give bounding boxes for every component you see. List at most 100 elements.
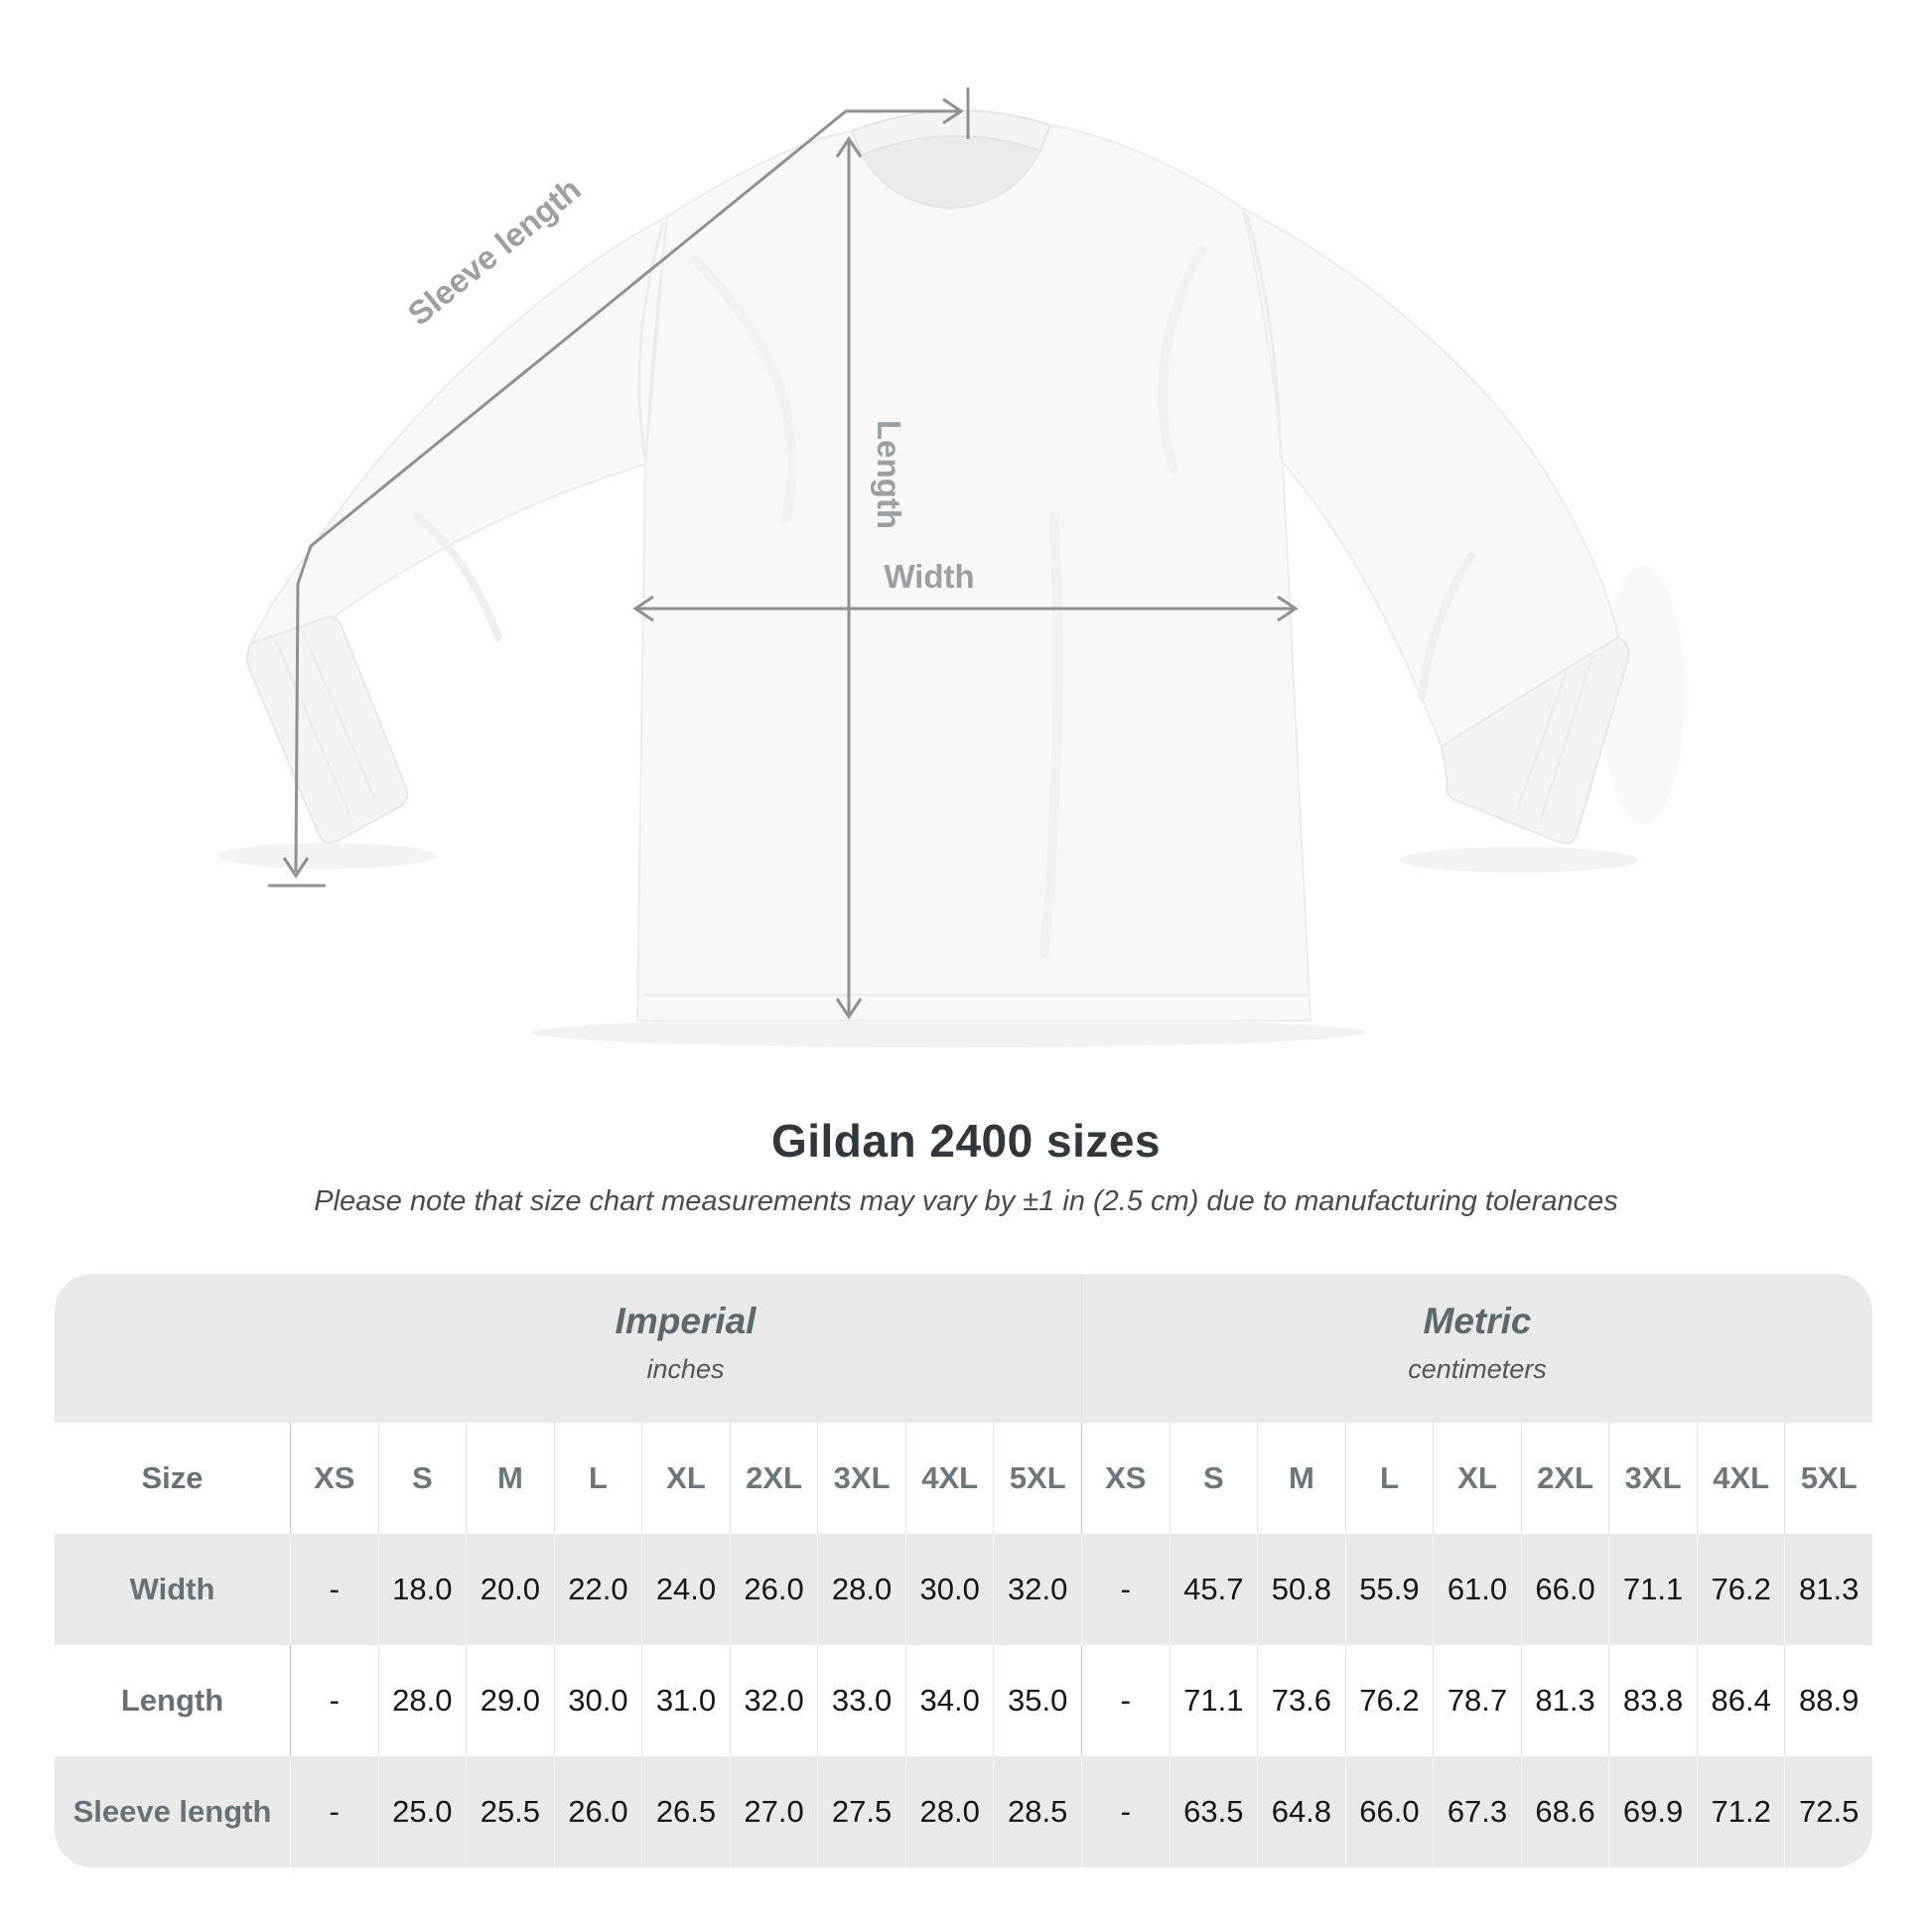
measure-value-cell: 45.7 [1169, 1534, 1258, 1645]
measure-value-cell: - [290, 1756, 378, 1867]
measure-value-cell: 67.3 [1433, 1756, 1521, 1867]
unit-group-name: Imperial [615, 1300, 757, 1341]
sleeve-length-arrowhead-right [942, 97, 964, 125]
unit-group-header: Imperial inches [290, 1274, 1081, 1417]
measure-row-label: Width [129, 1572, 215, 1606]
measure-value-cell: 18.0 [377, 1534, 467, 1645]
measure-value-cell: 66.0 [1344, 1756, 1434, 1867]
measure-row-label: Sleeve length [72, 1794, 272, 1829]
measure-value-cell: 69.9 [1608, 1756, 1697, 1867]
measure-row-label: Length [120, 1683, 224, 1718]
measure-value-cell: 83.8 [1608, 1645, 1697, 1756]
measure-value-cell: 63.5 [1169, 1756, 1258, 1867]
body-folds [690, 245, 1206, 958]
measure-value-cell: 35.0 [993, 1645, 1081, 1756]
size-col-header: 5XL [993, 1423, 1081, 1534]
width-label: Width [884, 558, 974, 595]
armhole-seams [637, 213, 1283, 462]
width-arrowhead-right [1277, 595, 1299, 622]
size-col-header: 2XL [729, 1423, 818, 1534]
measure-value-cell: 61.0 [1433, 1534, 1521, 1645]
shirt-collar-opening [860, 135, 1042, 209]
measure-value-cell: 32.0 [729, 1645, 818, 1756]
measure-value-cell: 68.6 [1520, 1756, 1609, 1867]
measure-value-cell: 34.0 [904, 1645, 994, 1756]
size-column-header: Size [141, 1460, 204, 1495]
measure-value-cell: 30.0 [904, 1534, 994, 1645]
size-col-header: XL [1433, 1423, 1521, 1534]
measure-value-cell: 81.3 [1784, 1534, 1872, 1645]
measure-value-cell: - [290, 1534, 378, 1645]
measure-value-cell: 28.0 [904, 1756, 994, 1867]
measure-value-cell: - [1081, 1534, 1170, 1645]
shirt-diagram: Sleeve length Length Width [218, 87, 1685, 1047]
measure-value-cell: 26.5 [641, 1756, 730, 1867]
measure-value-cell: 26.0 [729, 1534, 818, 1645]
sleeve-length-measure-line [294, 109, 961, 873]
measure-value-cell: - [1081, 1645, 1170, 1756]
left-cuff-shadow [218, 843, 437, 869]
width-arrowhead-left [632, 595, 654, 622]
size-col-header: L [553, 1423, 642, 1534]
size-col-header: 4XL [1696, 1423, 1785, 1534]
measure-value-cell: 30.0 [553, 1645, 642, 1756]
table-row: Length -28.0 29.0 30.0 31.0 32.0 33.0 34.0 35.0-… [55, 1645, 1872, 1756]
measure-value-cell: 20.0 [466, 1534, 554, 1645]
measure-value-cell: 25.5 [466, 1756, 554, 1867]
measure-value-cell: 28.0 [377, 1645, 467, 1756]
measure-value-cell: 28.0 [817, 1534, 905, 1645]
size-col-header: L [1344, 1423, 1434, 1534]
measure-value-cell: 25.0 [377, 1756, 467, 1867]
length-arrowhead-up [835, 136, 863, 158]
measure-value-cell: 55.9 [1344, 1534, 1434, 1645]
measure-value-cell: 66.0 [1520, 1534, 1609, 1645]
measure-value-cell: - [1081, 1756, 1170, 1867]
right-cuff-shadow [1400, 847, 1638, 873]
measure-value-cell: 71.2 [1696, 1756, 1785, 1867]
measure-value-cell: 72.5 [1784, 1756, 1872, 1867]
size-col-header: 4XL [904, 1423, 994, 1534]
table-row: Width -18.0 20.0 22.0 24.0 26.0 28.0 30.0 32.0-4… [55, 1534, 1872, 1645]
size-col-header: S [1169, 1423, 1258, 1534]
measure-value-cell: 78.7 [1433, 1645, 1521, 1756]
right-cuff-ribs [1515, 654, 1594, 821]
measure-value-cell: 32.0 [993, 1534, 1081, 1645]
size-col-header: 3XL [1608, 1423, 1697, 1534]
measure-value-cell: 76.2 [1696, 1534, 1785, 1645]
measure-value-cell: 71.1 [1169, 1645, 1258, 1756]
length-label: Length [871, 420, 907, 529]
measure-value-cell: 64.8 [1257, 1756, 1345, 1867]
heading-block: Gildan 2400 sizes Please note that size … [0, 1114, 1932, 1218]
unit-group-unit: inches [646, 1353, 725, 1384]
measure-value-cell: 28.5 [993, 1756, 1081, 1867]
right-sleeve-shadow [1601, 566, 1685, 824]
measure-value-cell: 88.9 [1784, 1645, 1872, 1756]
shirt-body [635, 109, 1312, 1022]
measure-value-cell: 50.8 [1257, 1534, 1345, 1645]
measure-value-cell: 22.0 [553, 1534, 642, 1645]
measure-value-cell: 31.0 [641, 1645, 730, 1756]
measure-value-cell: 29.0 [466, 1645, 554, 1756]
measure-value-cell: 27.0 [729, 1756, 818, 1867]
size-col-header: 5XL [1784, 1423, 1872, 1534]
size-col-header: XS [1081, 1423, 1170, 1534]
left-cuff-ribs [274, 630, 377, 815]
measure-value-cell: 73.6 [1257, 1645, 1345, 1756]
size-table: Imperial inches Metric centimeters Size XS S M L… [55, 1274, 1872, 1867]
size-col-header: M [466, 1423, 554, 1534]
unit-group-header: Metric centimeters [1081, 1274, 1872, 1417]
measure-value-cell: 26.0 [553, 1756, 642, 1867]
unit-band-row: Imperial inches Metric centimeters [55, 1274, 1872, 1423]
size-col-header: S [377, 1423, 467, 1534]
sleeve-folds [413, 512, 1475, 701]
size-header-row: Size XS S M L XL 2XL 3XL 4XL 5XL XS S M L XL 2XL 3XL 4XL 5… [55, 1423, 1872, 1534]
measure-value-cell: 81.3 [1520, 1645, 1609, 1756]
measure-value-cell: 71.1 [1608, 1534, 1697, 1645]
measure-value-cell: - [290, 1645, 378, 1756]
measure-value-cell: 33.0 [817, 1645, 905, 1756]
unit-group-unit: centimeters [1408, 1353, 1547, 1384]
measure-value-cell: 86.4 [1696, 1645, 1785, 1756]
measure-value-cell: 27.5 [817, 1756, 905, 1867]
size-col-header: XL [641, 1423, 730, 1534]
